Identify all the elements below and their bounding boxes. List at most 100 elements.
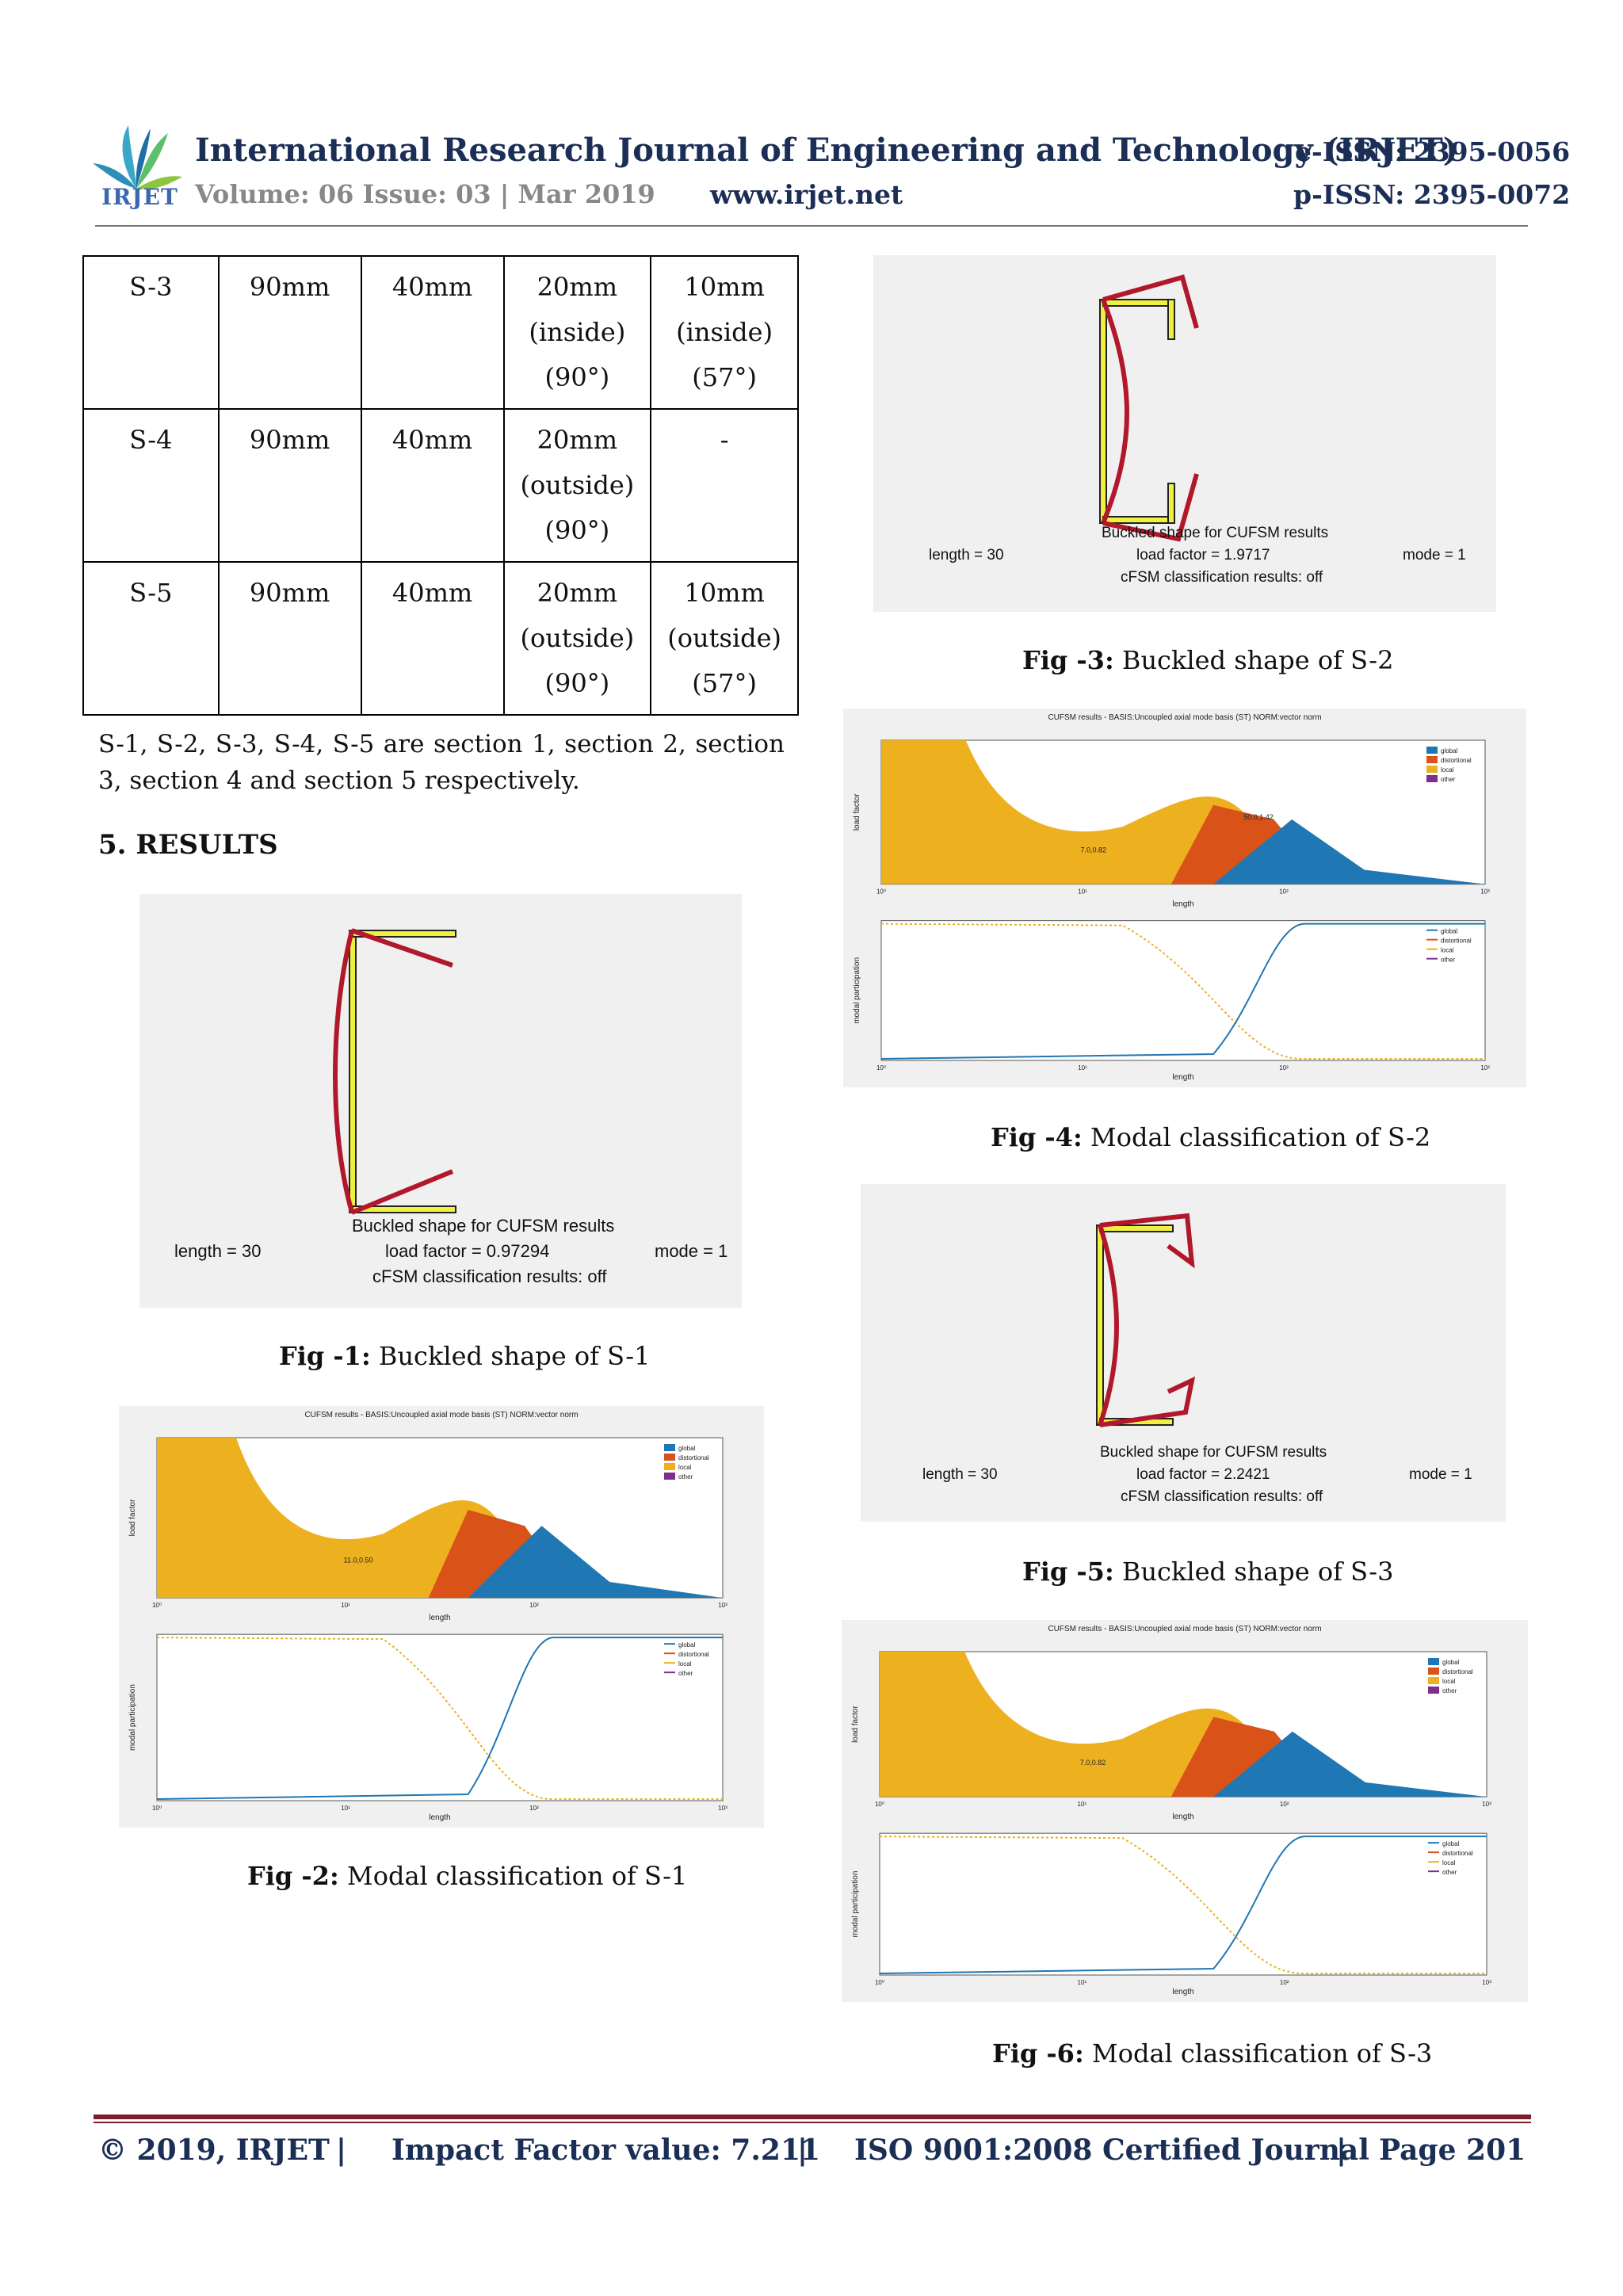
point-label: 11.0,0.50 [344,1557,373,1564]
y-axis-label: load factor [853,793,861,831]
global-line [156,1637,723,1800]
x-tick-label: 10⁰ [152,1805,162,1812]
results-heading: 5. RESULTS [98,829,278,861]
x-axis-label-bottom: length [1172,1988,1193,1996]
x-tick-label: 10² [1279,888,1289,896]
x-tick-label: 10³ [1482,1979,1491,1986]
legend-label: local [678,1660,692,1668]
legend-label: distortional [1442,1668,1473,1675]
table-cell: 90mm [217,408,362,563]
x-tick-label: 10³ [1482,1801,1491,1808]
buckled-shape-path [1101,274,1199,542]
x-tick-label: 10⁰ [876,1064,886,1072]
legend-label: global [1442,1840,1460,1847]
y-axis-label-bottom: modal participation [128,1684,137,1751]
figure-6-modal-classification: CUFSM results - BASIS:Uncoupled axial mo… [842,1620,1528,2002]
x-tick-label: 10¹ [341,1602,350,1609]
x-axis-label: length [429,1614,450,1622]
fig1-load-factor: load factor = 0.97294 [385,1241,550,1261]
table-cell: 10mm (inside) (57°) [650,255,799,410]
legend-label: local [1442,1859,1456,1866]
legend-swatch [664,1454,675,1461]
table-cell: 20mm (outside) (90°) [502,561,652,716]
footer-sep-2: | [797,2134,808,2167]
legend-swatch [1428,1658,1439,1665]
fig1-cfsm: cFSM classification results: off [372,1266,607,1286]
footer-sep-1: | [336,2134,347,2167]
legend-label: distortional [1441,938,1472,945]
figure-5-buckled-shape: length = 30 Buckled shape for CUFSM resu… [861,1184,1506,1522]
local-area [157,1438,723,1599]
y-axis-label: load factor [851,1706,860,1743]
legend-swatch [664,1444,675,1451]
footer-rule [94,2115,1531,2119]
fig2-caption: Fig -2: Modal classification of S-1 [247,1861,688,1891]
x-tick-label: 10¹ [1078,1979,1087,1986]
table-row: S-3 90mm 40mm 20mm (inside) (90°) 10mm (insi… [82,255,799,410]
x-tick-label: 10² [1280,1979,1289,1986]
fig3-load-factor: load factor = 1.9717 [1136,547,1270,563]
x-tick-label: 10² [529,1805,539,1812]
footer-sep-3: | [1336,2134,1347,2167]
buckled-shape-path [1098,1213,1196,1427]
table-cell: 40mm [360,255,505,410]
y-axis-label-bottom: modal participation [853,957,861,1024]
legend-label: distortional [678,1454,709,1461]
x-tick-label: 10² [529,1602,539,1609]
x-tick-label: 10³ [718,1805,727,1812]
x-axis-label-bottom: length [429,1813,450,1822]
legend-label: local [1442,1678,1456,1685]
point-label: 7.0,0.82 [1080,1759,1106,1767]
x-tick-label: 10² [1279,1064,1289,1072]
fig5-load-factor: load factor = 2.2421 [1136,1466,1270,1483]
table-cell: 90mm [217,561,362,716]
y-axis-label: load factor [128,1499,137,1536]
footer-copyright: © 2019, IRJET [98,2134,330,2167]
point-label: 7.0,0.82 [1080,846,1106,854]
legend-swatch [1428,1687,1439,1694]
legend-label: other [1442,1869,1457,1876]
local-area [881,740,1485,884]
global-line [879,1836,1487,1974]
journal-title: International Research Journal of Engine… [195,132,1458,169]
legend-swatch [1426,747,1438,754]
fig1-length: length = 30 [174,1241,262,1261]
legend-swatch [1426,766,1438,773]
table-cell: 40mm [360,408,505,563]
buckled-shape-path [333,928,454,1215]
table-cell: S-5 [82,561,220,716]
point-label-2: 50.0,1.42 [1243,813,1274,821]
global-line [880,923,1485,1060]
x-tick-label: 10⁰ [875,1979,884,1986]
figure-4-modal-classification: CUFSM results - BASIS:Uncoupled axial mo… [843,709,1526,1087]
legend-label: global [1441,928,1458,935]
fig5-length: length = 30 [922,1466,998,1483]
legend-label: global [1441,747,1458,755]
table-cell: 10mm (outside) (57°) [650,561,799,716]
fig5-cfsm: cFSM classification results: off [1121,1488,1323,1505]
fig3-title: Buckled shape for CUFSM results [1102,525,1329,541]
legend-label: other [1441,957,1456,964]
fig1-caption: Fig -1: Buckled shape of S-1 [279,1341,651,1371]
fig1-title: Buckled shape for CUFSM results [352,1216,615,1236]
legend-label: global [678,1445,696,1452]
x-tick-label: 10³ [1480,1064,1490,1072]
y-axis-label-bottom: modal participation [851,1871,860,1938]
table-row: S-5 90mm 40mm 20mm (outside) (90°) 10mm (out… [82,561,799,716]
fig3-length: length = 30 [929,547,1004,563]
x-tick-label: 10¹ [1078,888,1087,896]
volume-issue: Volume: 06 Issue: 03 | Mar 2019 [195,179,655,209]
local-line [880,923,1485,1060]
modal-participation-plot [156,1633,724,1801]
cross-section-outline [349,930,456,1213]
x-axis-label: length [1172,900,1193,909]
chart-header: CUFSM results - BASIS:Uncoupled axial mo… [1048,1625,1321,1633]
table-cell: 40mm [360,561,505,716]
website-link[interactable]: www.irjet.net [710,179,903,210]
fig4-caption: Fig -4: Modal classification of S-2 [991,1122,1431,1152]
global-area [1213,1731,1487,1797]
legend-label: global [678,1641,696,1648]
footer-impact: Impact Factor value: 7.211 [391,2134,821,2167]
chart-header: CUFSM results - BASIS:Uncoupled axial mo… [304,1411,578,1419]
local-area [880,1652,1487,1797]
